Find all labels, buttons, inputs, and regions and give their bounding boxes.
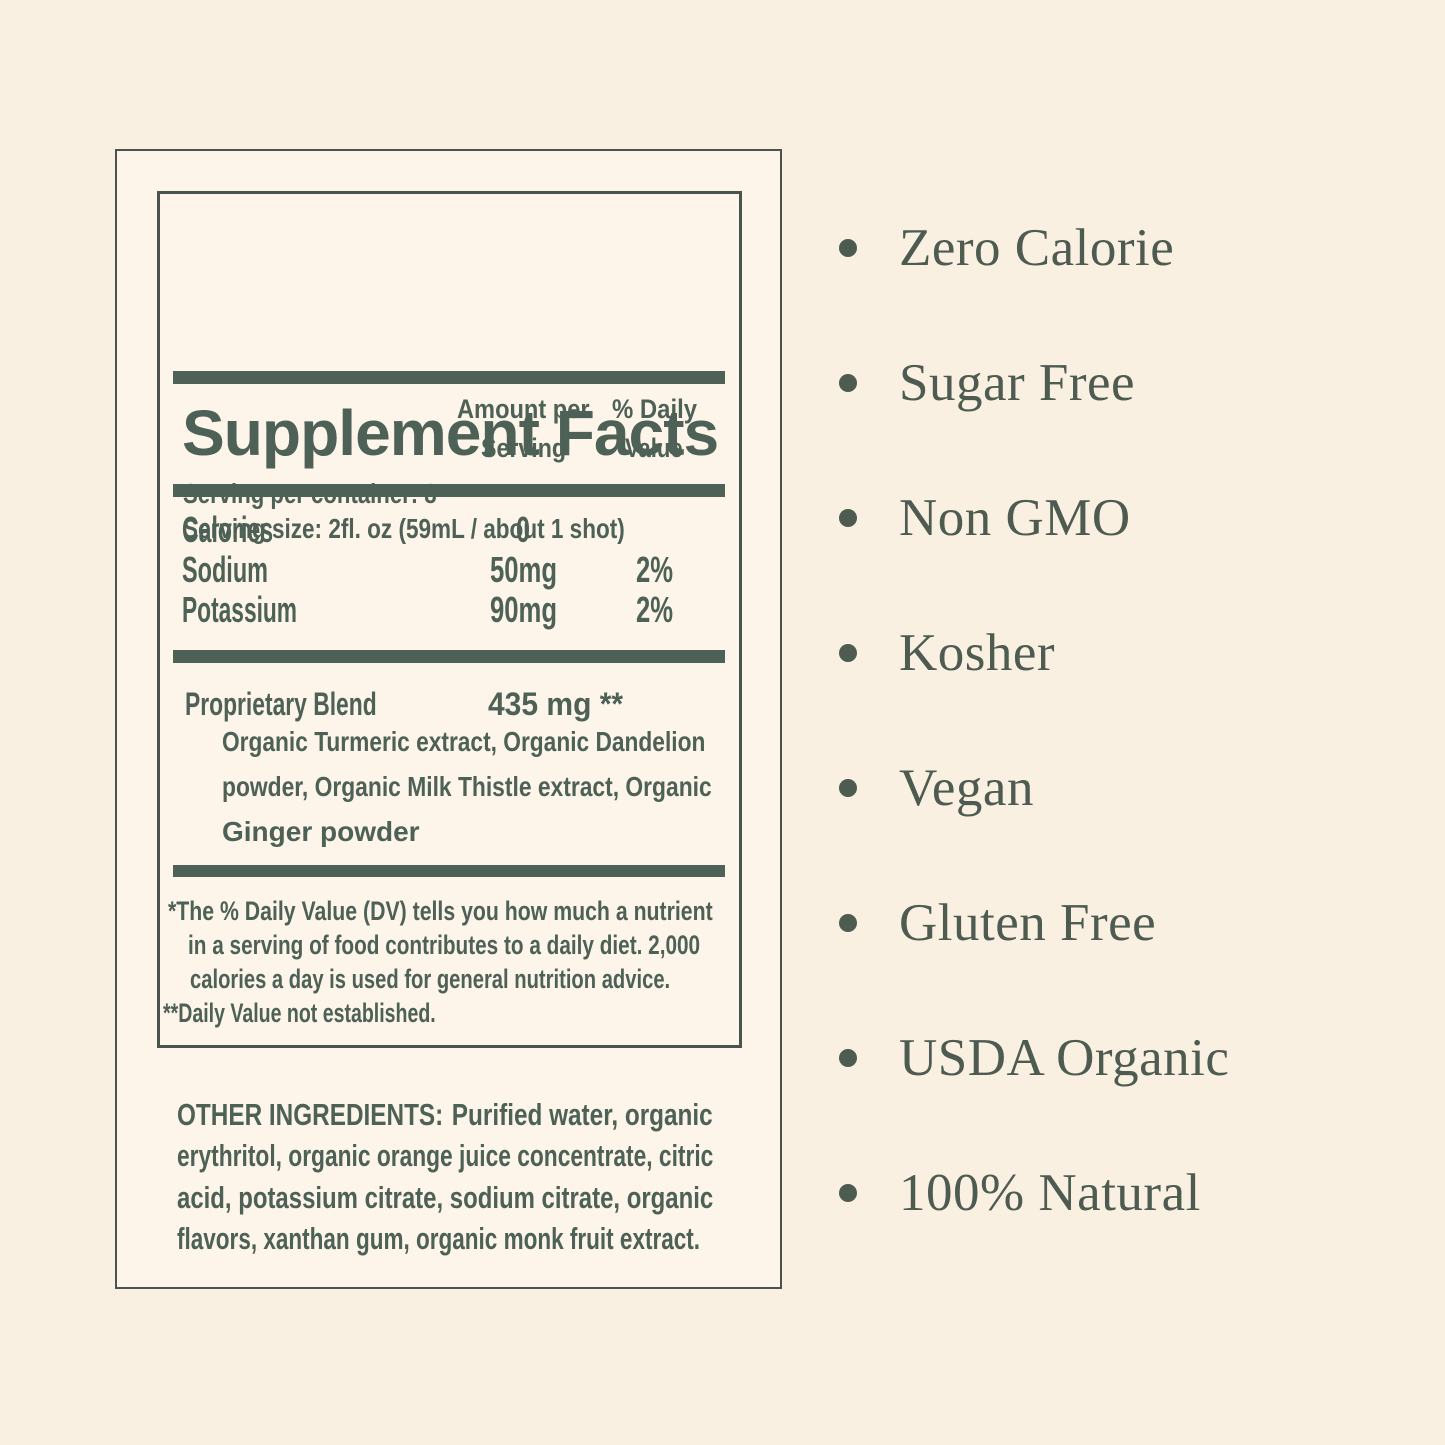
row-amount-calories: 0 bbox=[516, 509, 531, 550]
footnote-line4: **Daily Value not established. bbox=[163, 998, 436, 1028]
other-ingredients-line1: OTHER INGREDIENTS: Purified water, organi… bbox=[177, 1099, 713, 1130]
bullet-dot-icon bbox=[839, 779, 857, 797]
thick-divider-bar bbox=[173, 650, 725, 663]
feature-item-non-gmo: Non GMO bbox=[839, 488, 1131, 548]
divider-bar bbox=[173, 484, 725, 497]
footnote-line3: calories a day is used for general nutri… bbox=[190, 964, 671, 994]
feature-label: Gluten Free bbox=[899, 893, 1157, 952]
thick-divider-bar bbox=[173, 371, 725, 384]
column-header-amount-line1: Amount per bbox=[457, 394, 590, 424]
feature-item-100-natural: 100% Natural bbox=[839, 1163, 1201, 1223]
footnote-line1: *The % Daily Value (DV) tells you how mu… bbox=[168, 896, 713, 926]
proprietary-blend-amount: 435 mg ** bbox=[488, 686, 624, 722]
other-ingredients-line2: erythritol, organic orange juice concent… bbox=[177, 1138, 714, 1173]
row-label-potassium: Potassium bbox=[182, 589, 298, 630]
feature-label: Non GMO bbox=[899, 488, 1131, 547]
feature-label: Sugar Free bbox=[899, 353, 1136, 412]
bullet-dot-icon bbox=[839, 914, 857, 932]
feature-item-vegan: Vegan bbox=[839, 758, 1034, 818]
row-amount-potassium: 90mg bbox=[490, 589, 558, 630]
blend-ingredients-line2: powder, Organic Milk Thistle extract, Or… bbox=[222, 771, 712, 802]
feature-item-zero-calorie: Zero Calorie bbox=[839, 218, 1174, 278]
thick-divider-bar bbox=[173, 865, 725, 877]
blend-ingredients-line3: Ginger powder bbox=[222, 816, 420, 847]
row-label-calories: Calories bbox=[182, 509, 274, 550]
feature-label: Kosher bbox=[899, 623, 1056, 682]
feature-label: Zero Calorie bbox=[899, 218, 1175, 277]
other-ingredients-text: Purified water, organic bbox=[451, 1097, 713, 1132]
bullet-dot-icon bbox=[839, 239, 857, 257]
proprietary-blend-label: Proprietary Blend bbox=[185, 686, 377, 722]
feature-item-gluten-free: Gluten Free bbox=[839, 893, 1156, 953]
column-header-dv-line2: Value bbox=[625, 433, 683, 463]
blend-ingredients-line1: Organic Turmeric extract, Organic Dandel… bbox=[222, 726, 706, 757]
row-dv-sodium: 2% bbox=[636, 549, 674, 590]
supplement-label-panel: Supplement Facts Serving per container: … bbox=[115, 149, 782, 1289]
feature-label: 100% Natural bbox=[899, 1163, 1201, 1222]
feature-item-kosher: Kosher bbox=[839, 623, 1055, 683]
supplement-facts-box: Supplement Facts Serving per container: … bbox=[157, 191, 742, 1048]
row-dv-potassium: 2% bbox=[636, 589, 674, 630]
bullet-dot-icon bbox=[839, 1184, 857, 1202]
other-ingredients-heading: OTHER INGREDIENTS: bbox=[177, 1097, 444, 1132]
column-header-dv-line1: % Daily bbox=[612, 394, 698, 424]
serving-size: Serving size: 2fl. oz (59mL / about 1 sh… bbox=[183, 513, 625, 544]
bullet-dot-icon bbox=[839, 1049, 857, 1067]
feature-label: USDA Organic bbox=[899, 1028, 1230, 1087]
other-ingredients-line3: acid, potassium citrate, sodium citrate,… bbox=[177, 1180, 714, 1215]
feature-item-usda-organic: USDA Organic bbox=[839, 1028, 1229, 1088]
row-amount-sodium: 50mg bbox=[490, 549, 558, 590]
bullet-dot-icon bbox=[839, 509, 857, 527]
supplement-facts-title: Supplement Facts bbox=[182, 397, 719, 469]
bullet-dot-icon bbox=[839, 374, 857, 392]
other-ingredients-line4: flavors, xanthan gum, organic monk fruit… bbox=[177, 1221, 701, 1256]
column-header-amount-line2: Serving bbox=[481, 433, 567, 463]
footnote-line2: in a serving of food contributes to a da… bbox=[188, 930, 701, 960]
bullet-dot-icon bbox=[839, 644, 857, 662]
feature-item-sugar-free: Sugar Free bbox=[839, 353, 1135, 413]
feature-label: Vegan bbox=[899, 758, 1034, 817]
row-label-sodium: Sodium bbox=[182, 549, 268, 590]
